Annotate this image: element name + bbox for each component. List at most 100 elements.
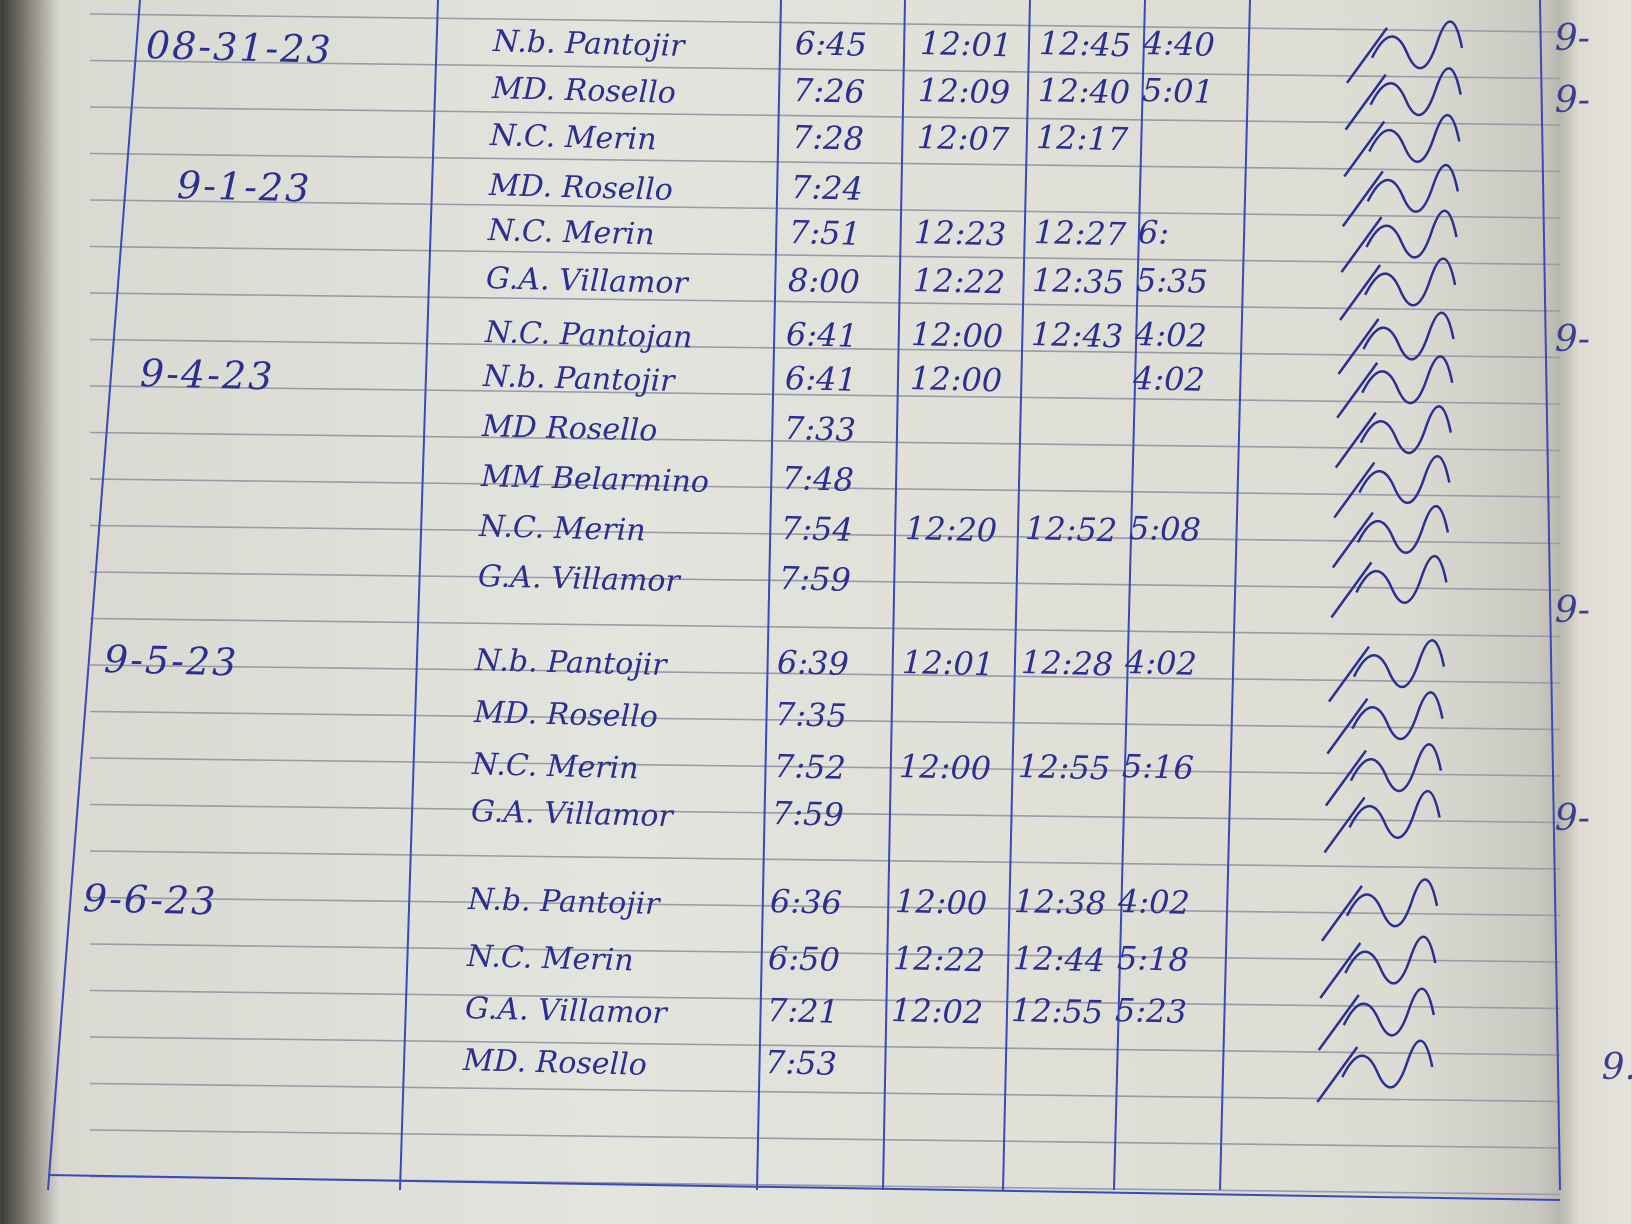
time-in-time: 7:52 (773, 746, 847, 787)
signature (1344, 67, 1462, 131)
log-date: 9-5-23 (103, 636, 239, 685)
employee-name: G.A. Villamor (464, 991, 668, 1032)
employee-name: MD. Rosello (473, 694, 658, 735)
employee-name: G.A. Villamor (477, 558, 680, 599)
time-out-time: 5:16 (1121, 746, 1195, 787)
next-page-date-fragment: 9. (1601, 1047, 1632, 1089)
signature (1337, 311, 1455, 375)
employee-name: MM Belarmino (480, 458, 709, 500)
ruled-line (89, 431, 1561, 452)
column-line (1539, 0, 1561, 1191)
time-in-time: 7:59 (771, 793, 845, 834)
time-in-time: 7:48 (781, 458, 855, 499)
signature (1320, 878, 1439, 942)
bottom-border-line (47, 1174, 1561, 1201)
lunch-out-time: 12:00 (910, 315, 1004, 356)
lunch-out-time: 12:01 (901, 642, 995, 684)
lunch-in-time: 12:38 (1013, 882, 1107, 923)
time-in-time: 6:41 (784, 358, 858, 399)
column-line (1219, 0, 1251, 1191)
signature (1316, 1039, 1434, 1103)
signature (1330, 554, 1448, 619)
employee-name: MD. Rosello (491, 70, 677, 111)
time-in-time: 7:59 (778, 558, 852, 599)
employee-name: MD. Rosello (463, 1043, 648, 1084)
lunch-out-time: 12:02 (890, 991, 985, 1032)
ruled-line (89, 617, 1561, 638)
time-in-time: 7:51 (788, 213, 862, 254)
time-in-time: 7:21 (766, 991, 839, 1032)
lunch-in-time: 12:45 (1038, 24, 1132, 65)
time-in-time: 6:41 (785, 315, 859, 356)
next-page-date-fragment: 9- (1554, 80, 1590, 122)
time-out-time: 4:02 (1124, 642, 1198, 683)
ruled-line (89, 59, 1561, 80)
lunch-out-time: 12:23 (913, 213, 1007, 254)
signature (1334, 405, 1453, 469)
ruled-line (89, 524, 1561, 545)
time-out-time: 4:02 (1132, 358, 1206, 399)
log-date: 9-6-23 (82, 875, 219, 924)
lunch-out-time: 12:01 (919, 24, 1013, 65)
log-date: 9-1-23 (176, 163, 312, 211)
ruled-line (89, 385, 1561, 405)
lunch-in-time: 12:35 (1031, 261, 1125, 302)
ruled-line (89, 13, 1561, 33)
signature (1345, 20, 1464, 84)
lunch-out-time: 12:07 (916, 117, 1010, 159)
employee-name: N.C. Merin (471, 746, 640, 787)
time-in-time: 7:35 (774, 694, 848, 735)
employee-name: N.b. Pantojir (474, 642, 668, 683)
ruled-line (89, 106, 1561, 126)
log-date: 08-31-23 (145, 23, 333, 72)
signature (1343, 113, 1461, 178)
time-in-time: 7:28 (791, 117, 865, 158)
log-date: 9-4-23 (139, 350, 276, 399)
column-line (882, 0, 906, 1191)
time-out-time: 5:01 (1141, 70, 1215, 111)
time-in-time: 6:39 (776, 642, 850, 683)
lunch-in-time: 12:44 (1012, 939, 1106, 980)
time-out-time: 4:02 (1117, 882, 1191, 922)
time-in-time: 6:45 (794, 24, 868, 64)
lunch-in-time: 12:17 (1035, 117, 1130, 159)
employee-name: N.C. Merin (487, 213, 655, 253)
ruled-line (89, 338, 1561, 359)
ruled-line (89, 1129, 1561, 1149)
ruled-line (89, 478, 1561, 498)
lunch-out-time: 12:00 (894, 882, 988, 923)
time-out-time: 5:23 (1114, 991, 1188, 1032)
ruled-line (89, 850, 1561, 870)
ruled-line (89, 943, 1561, 963)
lunch-in-time: 12:40 (1037, 70, 1131, 112)
ruled-line (89, 1082, 1561, 1103)
ruled-line (89, 896, 1561, 917)
signature (1319, 935, 1437, 999)
column-line (756, 0, 782, 1191)
employee-name: G.A. Villamor (470, 793, 673, 834)
signature (1323, 789, 1441, 854)
ruled-line (89, 710, 1561, 731)
lunch-out-time: 12:20 (904, 508, 999, 550)
ruled-line (89, 1036, 1561, 1056)
lunch-in-time: 12:27 (1033, 213, 1127, 254)
time-in-time: 7:24 (790, 167, 863, 208)
employee-name: N.b. Pantojir (467, 882, 661, 923)
ruled-line (89, 571, 1561, 591)
lunch-out-time: 12:22 (892, 939, 986, 980)
employee-name: N.b. Pantojir (482, 358, 676, 399)
time-out-time: 4:02 (1134, 315, 1208, 356)
signature (1333, 455, 1451, 519)
lunch-out-time: 12:00 (909, 358, 1003, 400)
lunch-out-time: 12:22 (912, 261, 1006, 302)
lunch-in-time: 12:55 (1017, 746, 1111, 788)
time-in-time: 7:54 (780, 508, 854, 549)
column-line (399, 0, 439, 1191)
signature (1331, 504, 1450, 569)
column-line (1113, 0, 1146, 1191)
signature (1339, 257, 1457, 321)
signature (1324, 743, 1443, 807)
signature (1317, 987, 1436, 1051)
next-page-date-fragment: 9- (1554, 797, 1590, 839)
